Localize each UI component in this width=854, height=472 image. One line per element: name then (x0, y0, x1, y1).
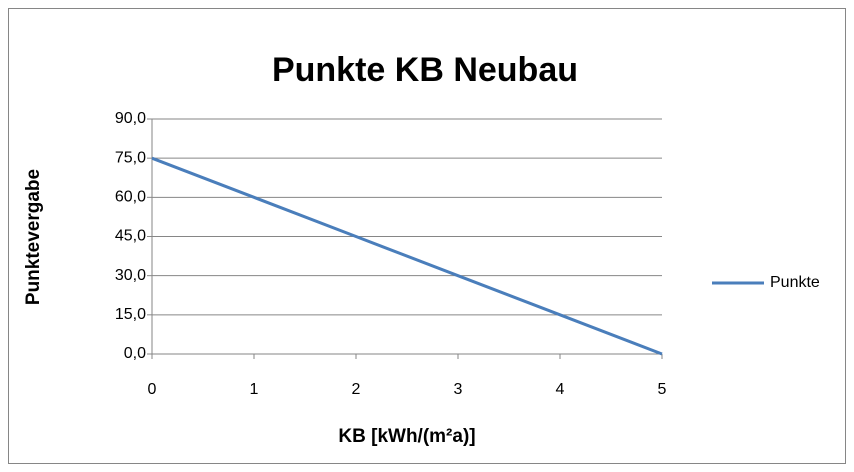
y-tick-label: 90,0 (115, 110, 146, 127)
x-tick-label: 2 (352, 381, 361, 398)
x-tick-label: 4 (556, 381, 565, 398)
y-axis-label: Punktevergabe (23, 169, 44, 305)
x-tick-label: 5 (658, 381, 667, 398)
legend-label: Punkte (770, 274, 820, 291)
y-tick-label: 75,0 (115, 149, 146, 166)
chart-title: Punkte KB Neubau (272, 51, 578, 89)
data-line (151, 156, 663, 356)
x-tick-label: 3 (454, 381, 463, 398)
x-axis-label: KB [kWh/(m²a)] (338, 426, 475, 447)
x-tick-label: 0 (148, 381, 157, 398)
y-tick-label: 60,0 (115, 189, 146, 206)
y-tick-label: 15,0 (115, 306, 146, 323)
x-tick-label: 1 (250, 381, 259, 398)
y-tick-label: 45,0 (115, 228, 146, 245)
y-tick-label: 30,0 (115, 267, 146, 284)
y-tick-label: 0,0 (124, 345, 146, 362)
